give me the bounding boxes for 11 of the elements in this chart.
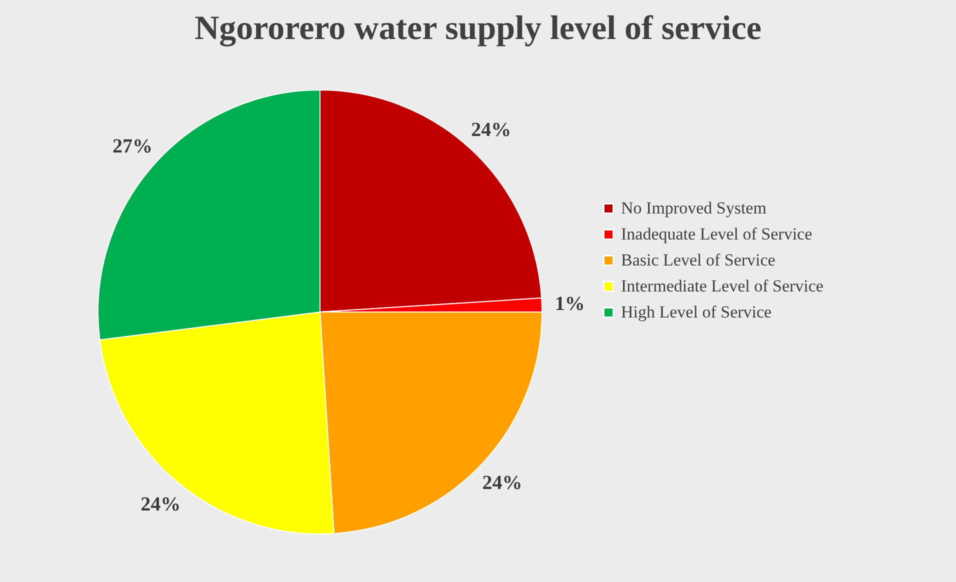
legend-label: No Improved System: [621, 198, 766, 218]
data-label: 27%: [112, 136, 152, 158]
chart-title: Ngororero water supply level of service: [194, 10, 762, 47]
data-label: 24%: [140, 494, 181, 516]
legend-label: High Level of Service: [621, 302, 772, 322]
legend-label: Basic Level of Service: [621, 250, 776, 270]
data-label: 1%: [554, 293, 585, 316]
data-label: 24%: [471, 118, 512, 141]
legend-label: Inadequate Level of Service: [621, 224, 812, 244]
data-label: 24%: [482, 472, 522, 494]
legend-label: Intermediate Level of Service: [621, 276, 824, 296]
